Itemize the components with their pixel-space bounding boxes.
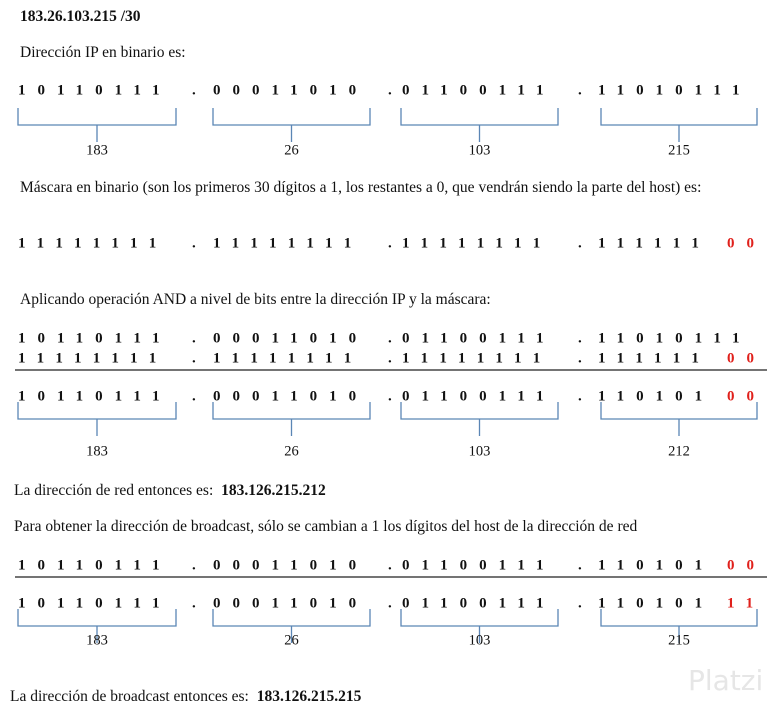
binary-octet: 01100111 — [402, 82, 556, 98]
separator: . — [388, 595, 392, 611]
paragraph: Máscara en binario (son los primeros 30 … — [20, 179, 702, 196]
binary-octet: 111111 — [598, 235, 711, 251]
decimal-value: 103 — [469, 443, 491, 459]
bracket — [600, 609, 758, 643]
bracket — [212, 609, 371, 643]
binary-octet: 00011010 — [213, 595, 368, 611]
binary-octet: 01100111 — [402, 557, 556, 573]
decimal-value: 215 — [668, 632, 690, 648]
decimal-value: 183 — [86, 142, 108, 158]
value: 183.126.215.212 — [221, 482, 326, 499]
binary-octet: 00011010 — [213, 388, 368, 404]
label: La dirección de red entonces es: — [14, 482, 214, 499]
binary-octet: 10110111 — [18, 330, 172, 346]
decimal-value: 26 — [284, 142, 299, 158]
bracket — [212, 402, 371, 436]
binary-octet: 10110111 — [18, 557, 172, 573]
bracket — [17, 609, 177, 643]
bracket — [600, 108, 758, 142]
bracket — [17, 108, 177, 142]
watermark: Platzi — [688, 664, 764, 697]
separator: . — [578, 235, 582, 251]
heading: Dirección IP en binario es: — [20, 44, 186, 61]
binary-octet: 11111111 — [18, 350, 168, 366]
binary-octet: 00011010 — [213, 330, 368, 346]
binary-octet: 01100111 — [402, 330, 556, 346]
separator: . — [388, 388, 392, 404]
binary-octet: 01100111 — [402, 595, 556, 611]
label: La dirección de broadcast entonces es: — [10, 688, 249, 705]
bracket — [400, 108, 559, 142]
separator: . — [578, 350, 582, 366]
separator: . — [192, 235, 196, 251]
binary-octet: 10110111 — [18, 595, 172, 611]
binary-octet: 10110111 — [18, 82, 172, 98]
separator: . — [388, 350, 392, 366]
binary-octet: 00 — [727, 557, 766, 573]
decimal-value: 26 — [284, 632, 299, 648]
separator: . — [388, 557, 392, 573]
separator: . — [388, 82, 392, 98]
value: 183.126.215.215 — [256, 688, 362, 705]
separator: . — [578, 330, 582, 346]
decimal-value: 26 — [284, 443, 299, 459]
bracket — [400, 402, 559, 436]
bracket — [212, 108, 371, 142]
binary-octet: 00 — [727, 388, 766, 404]
binary-octet: 110101 — [598, 595, 714, 611]
separator: . — [192, 350, 196, 366]
heading: Para obtener la dirección de broadcast, … — [14, 518, 638, 535]
binary-octet: 00 — [727, 350, 766, 366]
binary-octet: 00011010 — [213, 557, 368, 573]
binary-octet: 11111111 — [213, 350, 363, 366]
separator: . — [578, 82, 582, 98]
binary-octet: 10110111 — [18, 388, 172, 404]
decimal-value: 215 — [668, 142, 690, 158]
separator: . — [578, 595, 582, 611]
binary-octet: 11111111 — [402, 350, 552, 366]
separator: . — [192, 557, 196, 573]
separator: . — [192, 595, 196, 611]
binary-octet: 110101 — [598, 388, 714, 404]
bracket — [400, 609, 559, 643]
result-line: La dirección de broadcast entonces es: 1… — [10, 687, 361, 707]
binary-octet: 00 — [727, 235, 766, 251]
decimal-value: 212 — [668, 443, 690, 459]
binary-octet: 11010111 — [598, 82, 752, 98]
separator: . — [192, 82, 196, 98]
binary-octet: 11111111 — [402, 235, 552, 251]
binary-octet: 11111111 — [18, 235, 168, 251]
decimal-value: 103 — [469, 142, 491, 158]
separator: . — [578, 388, 582, 404]
binary-octet: 11010111 — [598, 330, 752, 346]
binary-octet: 11 — [727, 595, 765, 611]
separator: . — [388, 330, 392, 346]
separator: . — [388, 235, 392, 251]
binary-octet: 111111 — [598, 350, 711, 366]
binary-octet: 11111111 — [213, 235, 363, 251]
decimal-value: 103 — [469, 632, 491, 648]
separator: . — [192, 330, 196, 346]
bracket — [17, 402, 177, 436]
separator: . — [192, 388, 196, 404]
binary-octet: 00011010 — [213, 82, 368, 98]
title: 183.26.103.215 /30 — [20, 8, 141, 25]
decimal-value: 183 — [86, 443, 108, 459]
separator: . — [578, 557, 582, 573]
heading: Aplicando operación AND a nivel de bits … — [20, 291, 491, 308]
result-line: La dirección de red entonces es: 183.126… — [14, 481, 326, 501]
binary-octet: 01100111 — [402, 388, 556, 404]
bracket — [600, 402, 758, 436]
decimal-value: 183 — [86, 632, 108, 648]
binary-octet: 110101 — [598, 557, 714, 573]
